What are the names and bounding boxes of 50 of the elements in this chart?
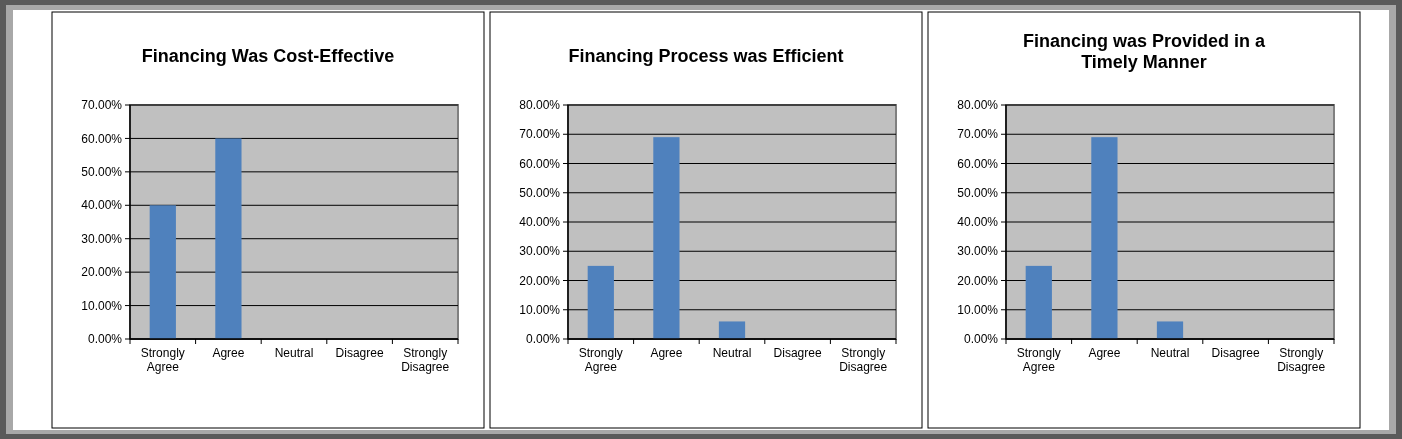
y-tick-label: 60.00% xyxy=(81,131,123,146)
x-tick-label: Strongly Disagree xyxy=(1277,346,1326,374)
x-tick-label: Disagree xyxy=(335,346,384,360)
y-tick-label: 20.00% xyxy=(519,273,561,288)
x-tick-label: Strongly Agree xyxy=(140,346,185,374)
y-tick-label: 10.00% xyxy=(81,298,123,313)
x-tick-label: Agree xyxy=(650,346,683,360)
y-tick-label: 60.00% xyxy=(519,156,561,171)
x-tick-label: Disagree xyxy=(773,346,822,360)
x-tick-label: Neutral xyxy=(1150,346,1190,360)
bar xyxy=(718,321,746,339)
y-tick-label: 40.00% xyxy=(957,215,999,230)
x-tick-label: Agree xyxy=(212,346,245,360)
y-tick-label: 60.00% xyxy=(957,156,999,171)
y-tick-label: 30.00% xyxy=(81,231,123,246)
y-tick-label: 20.00% xyxy=(957,273,999,288)
y-tick-label: 40.00% xyxy=(81,198,123,213)
y-tick-label: 70.00% xyxy=(957,127,999,142)
x-tick-label: Disagree xyxy=(1211,346,1260,360)
x-tick-label: Strongly Disagree xyxy=(839,346,888,374)
x-tick-label: Neutral xyxy=(712,346,752,360)
y-tick-label: 50.00% xyxy=(519,185,561,200)
y-tick-label: 0.00% xyxy=(87,332,123,347)
chart-title: Financing Process was Efficient xyxy=(568,46,844,66)
bar xyxy=(587,265,614,339)
bar xyxy=(1091,137,1118,339)
x-tick-label: Agree xyxy=(1088,346,1121,360)
y-tick-label: 10.00% xyxy=(519,302,561,317)
y-tick-label: 30.00% xyxy=(957,244,999,259)
x-tick-label: Strongly Agree xyxy=(1016,346,1061,374)
y-tick-label: 50.00% xyxy=(81,165,123,180)
y-tick-label: 0.00% xyxy=(525,332,561,347)
y-tick-label: 20.00% xyxy=(81,265,123,280)
x-tick-label: Neutral xyxy=(274,346,314,360)
y-tick-label: 40.00% xyxy=(519,215,561,230)
bar xyxy=(653,137,680,339)
y-tick-label: 30.00% xyxy=(519,244,561,259)
x-tick-label: Strongly Disagree xyxy=(401,346,450,374)
y-tick-label: 80.00% xyxy=(957,98,999,113)
chart-title: Financing Was Cost-Effective xyxy=(141,46,395,66)
y-tick-label: 0.00% xyxy=(963,332,999,347)
bar xyxy=(1156,321,1184,339)
x-tick-label: Strongly Agree xyxy=(578,346,623,374)
y-tick-label: 50.00% xyxy=(957,185,999,200)
y-tick-label: 80.00% xyxy=(519,98,561,113)
bar xyxy=(1025,265,1052,339)
y-tick-label: 70.00% xyxy=(519,127,561,142)
chart-title: Financing was Provided in a Timely Manner xyxy=(1022,31,1267,72)
y-tick-label: 10.00% xyxy=(957,302,999,317)
y-tick-label: 70.00% xyxy=(81,98,123,113)
